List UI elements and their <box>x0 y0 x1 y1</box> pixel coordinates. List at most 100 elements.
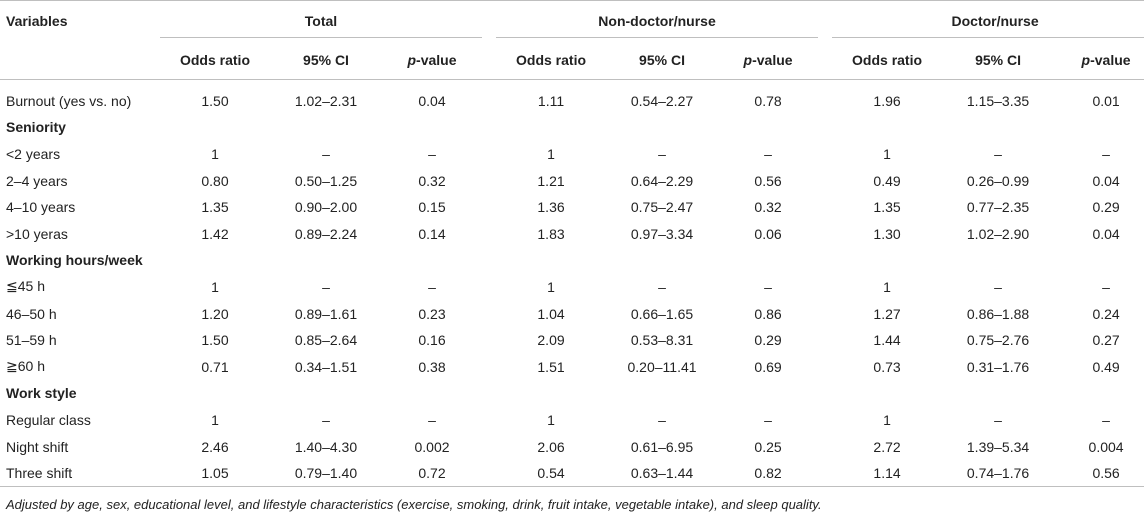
section-label: Working hours/week <box>6 252 143 269</box>
cell-odds-ratio: 1 <box>547 411 555 428</box>
cell-ci: – <box>658 278 666 295</box>
p-italic: p <box>1081 51 1091 68</box>
cell-p-value: 0.49 <box>1092 358 1120 375</box>
cell-gap <box>482 407 496 434</box>
cell-p-value: – <box>1102 411 1110 428</box>
row-label: <2 years <box>6 145 61 162</box>
cell-gap <box>818 300 832 327</box>
table-row: Burnout (yes vs. no) 1.50 1.02–2.31 0.04 1.1… <box>0 79 1144 114</box>
cell-p-value: 0.06 <box>754 225 782 242</box>
cell-ci: 0.54–2.27 <box>630 92 694 109</box>
cell-ci: 0.63–1.44 <box>606 459 719 488</box>
cell-p-value: 0.04 <box>1092 172 1120 189</box>
cell-odds-ratio: 1 <box>547 145 555 162</box>
cell-gap <box>482 167 496 194</box>
row-label: 51–59 h <box>6 332 57 349</box>
cell-ci: 0.64–2.29 <box>630 172 694 189</box>
value-suffix: -value <box>416 51 457 68</box>
cell-odds-ratio: 1.96 <box>873 92 901 109</box>
table-row: 4–10 years 1.35 0.90–2.00 0.15 1.36 0.75–2.47… <box>0 194 1144 221</box>
cell-odds-ratio: 1.50 <box>201 92 229 109</box>
cell-ci: 1.40–4.30 <box>294 438 358 455</box>
section-label: Work style <box>6 385 77 402</box>
footnote: Adjusted by age, sex, educational level,… <box>6 497 822 513</box>
row-label: Regular class <box>6 411 91 428</box>
cell-ci: 1.15–3.35 <box>966 92 1030 109</box>
cell-odds-ratio: 1.21 <box>537 172 565 189</box>
cell-odds-ratio: 1 <box>211 278 219 295</box>
subheader-ci-doctor: 95% CI <box>975 51 1021 68</box>
cell-ci: 0.89–2.24 <box>294 225 358 242</box>
cell-odds-ratio: 1 <box>883 145 891 162</box>
cell-p-value: 0.01 <box>1092 92 1120 109</box>
cell-ci: 0.50–1.25 <box>294 172 358 189</box>
cell-gap <box>482 194 496 221</box>
p-italic: p <box>743 51 753 68</box>
cell-ci: 0.77–2.35 <box>966 199 1030 216</box>
cell-odds-ratio: 1.27 <box>873 305 901 322</box>
table-row: Regular class 1 – – 1 – – 1 – – <box>0 407 1144 434</box>
row-label: >10 yeras <box>6 225 68 242</box>
cell-ci: 0.53–8.31 <box>630 332 694 349</box>
cell-odds-ratio: 1.83 <box>537 225 565 242</box>
subheader-odds-ratio-non-doctor: Odds ratio <box>516 51 587 68</box>
section-label: Seniority <box>6 119 66 136</box>
cell-odds-ratio: 1 <box>547 278 555 295</box>
cell-p-value: 0.004 <box>1088 438 1124 455</box>
cell-gap <box>818 194 832 221</box>
cell-p-value: 0.82 <box>718 459 819 488</box>
cell-p-value: – <box>428 278 436 295</box>
cell-odds-ratio: 1.20 <box>201 305 229 322</box>
cell-p-value: – <box>1102 145 1110 162</box>
row-label: 46–50 h <box>6 305 57 322</box>
cell-odds-ratio: 1 <box>211 411 219 428</box>
cell-ci: – <box>322 145 330 162</box>
cell-p-value: – <box>1102 278 1110 295</box>
cell-ci: 0.79–1.40 <box>270 459 382 488</box>
cell-ci: 0.90–2.00 <box>294 199 358 216</box>
cell-ci: 0.20–11.41 <box>627 358 697 375</box>
cell-odds-ratio: 1.35 <box>201 199 229 216</box>
cell-gap <box>482 300 496 327</box>
subheader-gap <box>482 41 496 80</box>
cell-odds-ratio: 1.50 <box>201 332 229 349</box>
header-row-groups: Variables Total Non-doctor/nurse Doctor/… <box>0 0 1144 41</box>
group-label-non-doctor: Non-doctor/nurse <box>496 13 819 38</box>
cell-odds-ratio: 1 <box>883 411 891 428</box>
p-italic: p <box>407 51 417 68</box>
cell-p-value: 0.32 <box>418 172 446 189</box>
cell-odds-ratio: 0.73 <box>873 358 901 375</box>
table-row: Three shift 1.05 0.79–1.40 0.72 0.54 0.63–1.4… <box>0 459 1144 488</box>
cell-odds-ratio: 1.11 <box>537 92 565 109</box>
value-suffix: -value <box>752 51 793 68</box>
cell-ci: 0.86–1.88 <box>966 305 1030 322</box>
section-row: Work style <box>0 380 1144 407</box>
cell-gap <box>482 327 496 354</box>
cell-ci: 0.31–1.76 <box>966 358 1030 375</box>
cell-p-value: 0.27 <box>1092 332 1120 349</box>
subheader-pvalue-non-doctor: p-value <box>718 41 818 80</box>
cell-ci: – <box>322 411 330 428</box>
cell-p-value: 0.32 <box>754 199 782 216</box>
cell-p-value: 0.56 <box>1054 459 1144 488</box>
subheader-ci-non-doctor: 95% CI <box>639 51 685 68</box>
cell-ci: 1.02–2.90 <box>966 225 1030 242</box>
cell-odds-ratio: 0.71 <box>201 358 229 375</box>
subheader-pvalue-total: p-value <box>382 41 482 80</box>
cell-ci: 0.61–6.95 <box>630 438 694 455</box>
cell-ci: – <box>994 145 1002 162</box>
odds-ratio-table: Variables Total Non-doctor/nurse Doctor/… <box>0 0 1144 488</box>
cell-odds-ratio: 1.05 <box>160 459 270 488</box>
subheader-gap <box>818 41 832 80</box>
cell-p-value: 0.04 <box>1092 225 1120 242</box>
cell-gap <box>818 433 832 460</box>
cell-gap <box>818 459 833 488</box>
cell-ci: 0.75–2.47 <box>630 199 694 216</box>
cell-odds-ratio: 1.30 <box>873 225 901 242</box>
cell-p-value: – <box>764 411 772 428</box>
cell-ci: 0.26–0.99 <box>966 172 1030 189</box>
cell-gap <box>482 433 496 460</box>
subheader-ci-total: 95% CI <box>303 51 349 68</box>
cell-odds-ratio: 1.42 <box>201 225 229 242</box>
